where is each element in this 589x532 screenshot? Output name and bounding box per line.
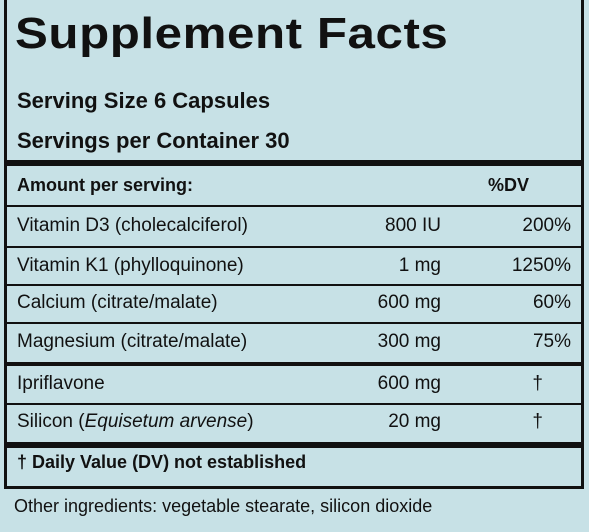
nutrient-name: Magnesium (citrate/malate) [17, 331, 248, 352]
nutrient-amount: 300 mg [377, 331, 441, 352]
table-row: Vitamin D3 (cholecalciferol) 800 IU 200% [7, 208, 581, 244]
nutrient-dv: 1250% [511, 255, 571, 276]
latin-name: Equisetum arvense [84, 411, 248, 432]
nutrient-dv: 200% [522, 215, 571, 236]
divider [7, 322, 581, 324]
dv-footnote: † Daily Value (DV) not established [17, 452, 307, 472]
divider [7, 284, 581, 286]
ingredient-amount: 600 mg [377, 373, 441, 394]
nutrient-amount: 600 mg [377, 292, 441, 313]
nutrient-dv: 60% [532, 292, 571, 313]
nutrient-name: Calcium (citrate/malate) [17, 292, 218, 313]
table-header-row: Amount per serving: %DV [7, 167, 581, 203]
dagger-mark: † [532, 411, 543, 432]
table-row: Silicon (Equisetum arvense) 20 mg † [7, 404, 581, 440]
serving-size: Serving Size 6 Capsules [17, 88, 271, 113]
thick-divider [7, 160, 581, 166]
nutrient-amount: 1 mg [398, 255, 441, 276]
divider [7, 403, 581, 405]
dv-header-label: %DV [487, 175, 529, 195]
table-row: Magnesium (citrate/malate) 300 mg 75% [7, 324, 581, 360]
ingredient-name: Silicon (Equisetum arvense) [17, 411, 254, 432]
ingredient-name: Ipriflavone [17, 373, 105, 394]
servings-per-container: Servings per Container 30 [17, 128, 290, 153]
dagger-mark: † [532, 373, 543, 394]
nutrient-dv: 75% [532, 331, 571, 352]
ingredient-amount: 20 mg [388, 411, 441, 432]
amount-per-serving-label: Amount per serving: [17, 175, 194, 195]
nutrient-amount: 800 IU [385, 215, 441, 236]
nutrient-name: Vitamin D3 (cholecalciferol) [17, 215, 248, 236]
nutrient-name: Vitamin K1 (phylloquinone) [17, 255, 244, 276]
panel-title: Supplement Facts [15, 9, 449, 58]
other-ingredients: Other ingredients: vegetable stearate, s… [14, 496, 433, 516]
supplement-facts-panel: Supplement Facts Serving Size 6 Capsules… [4, 0, 584, 489]
table-row: Vitamin K1 (phylloquinone) 1 mg 1250% [7, 248, 581, 284]
table-row: Ipriflavone 600 mg † [7, 366, 581, 402]
divider [7, 246, 581, 248]
thick-divider [7, 442, 581, 448]
divider [7, 205, 581, 207]
section-divider [7, 362, 581, 366]
table-row: Calcium (citrate/malate) 600 mg 60% [7, 285, 581, 321]
